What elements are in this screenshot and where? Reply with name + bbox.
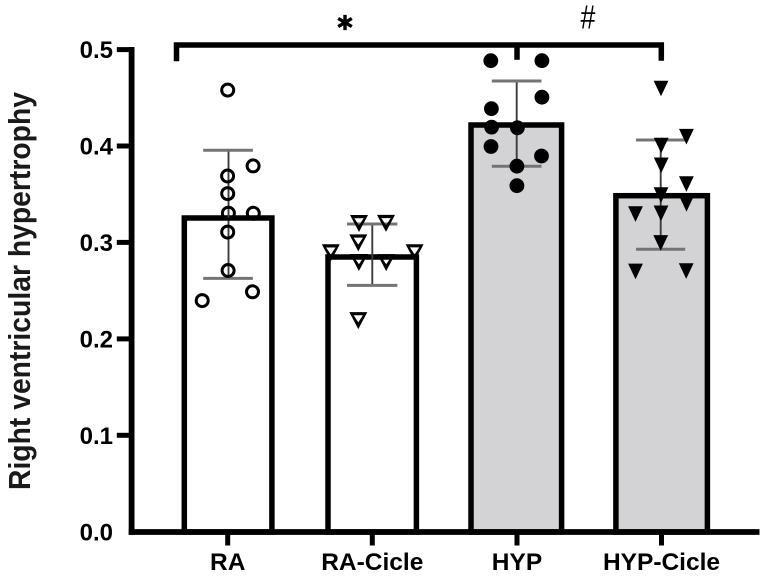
- svg-text:0.3: 0.3: [80, 230, 113, 257]
- svg-text:0.0: 0.0: [80, 519, 113, 546]
- svg-text:Right ventricular hypertrophy: Right ventricular hypertrophy: [2, 91, 37, 490]
- svg-text:0.5: 0.5: [80, 37, 113, 64]
- svg-text:0.4: 0.4: [80, 134, 114, 161]
- svg-text:HYP: HYP: [492, 549, 542, 576]
- svg-text:RA: RA: [210, 549, 246, 576]
- svg-text:HYP-Cicle: HYP-Cicle: [603, 549, 720, 576]
- svg-text:0.2: 0.2: [80, 327, 113, 354]
- svg-text:0.1: 0.1: [80, 423, 113, 450]
- svg-text:#: #: [581, 0, 596, 36]
- svg-text:RA-Cicle: RA-Cicle: [321, 549, 423, 576]
